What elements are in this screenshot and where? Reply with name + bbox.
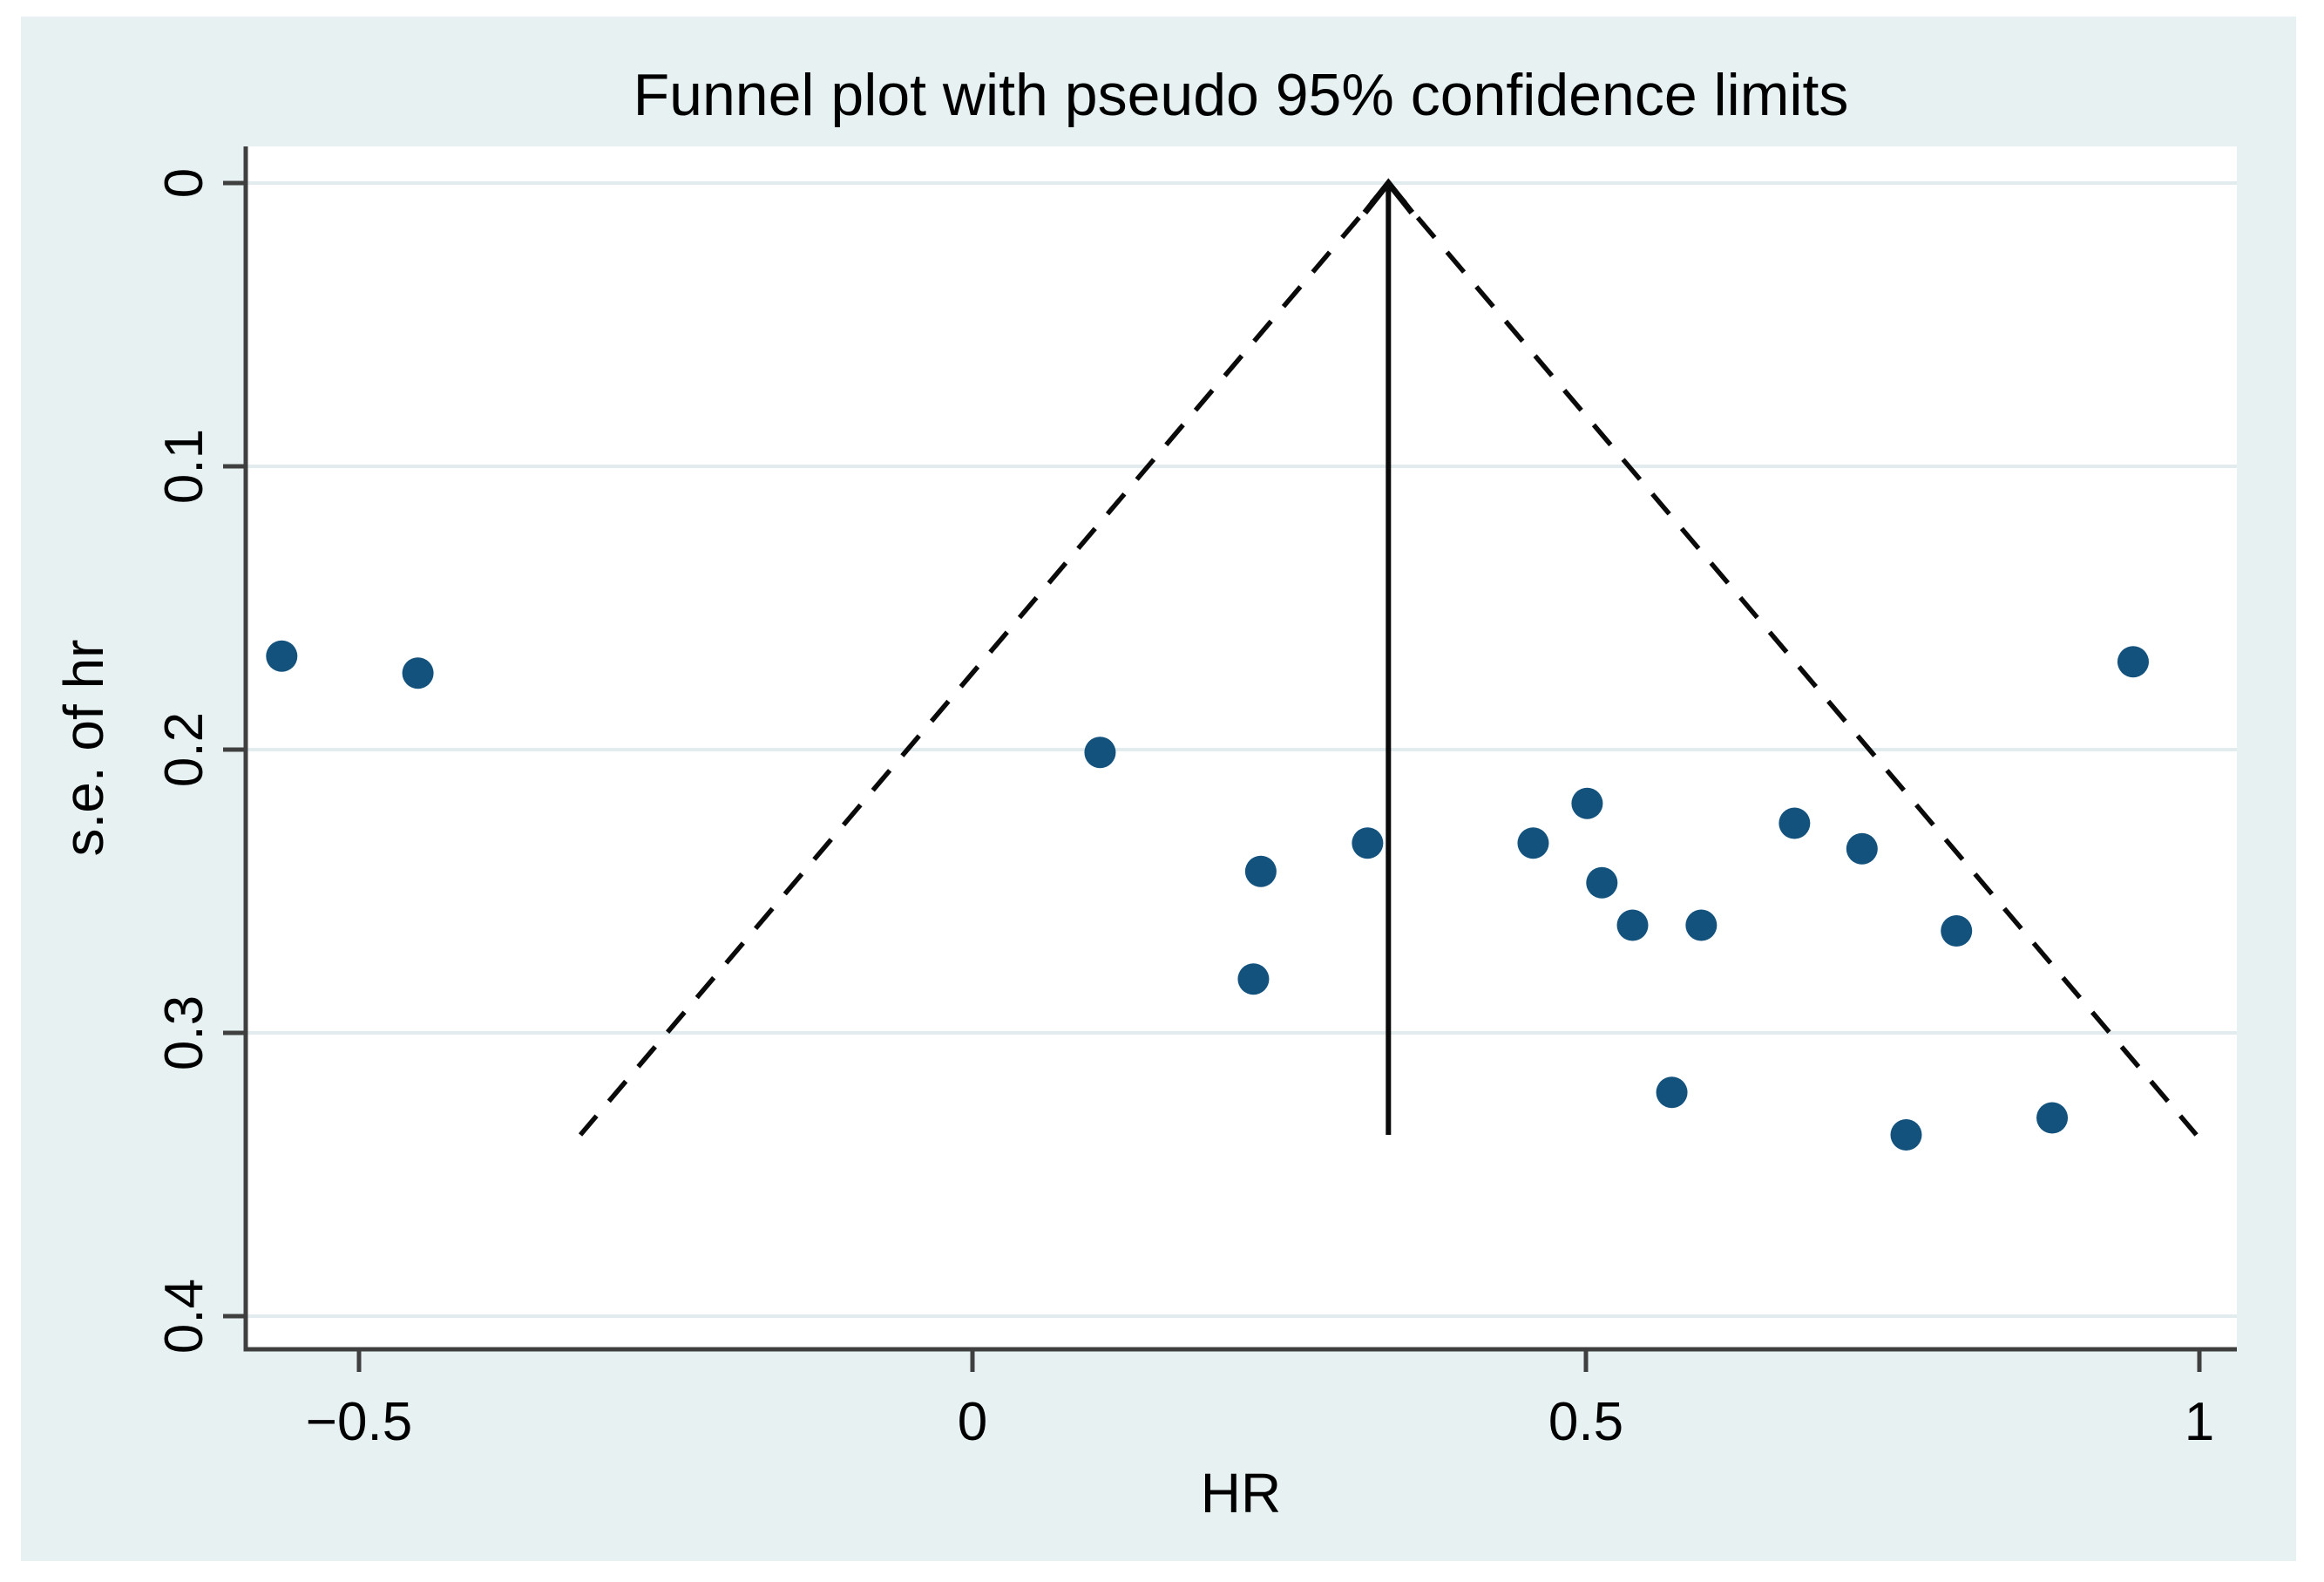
data-point [1846,832,1878,865]
y-axis-label: s.e. of hr [52,640,115,857]
x-tick-label: −0.5 [306,1392,412,1452]
data-point [2117,646,2149,678]
chart-title: Funnel plot with pseudo 95% confidence l… [634,62,1849,128]
axes-layer [223,146,2237,1372]
y-tick-label: 0.1 [154,429,214,504]
y-tick-label: 0.2 [154,712,214,787]
data-point [1941,915,1973,947]
x-tick-label: 0 [958,1392,987,1452]
data-point [1890,1119,1922,1151]
x-axis-label: HR [1201,1462,1281,1524]
data-point [1517,827,1549,859]
data-point [1571,787,1603,819]
data-point [1586,866,1618,899]
data-point [1779,807,1811,839]
data-point [1237,963,1270,995]
y-tick-label: 0 [154,168,214,198]
x-tick-label: 1 [2185,1392,2214,1452]
y-tick-label: 0.4 [154,1279,214,1354]
data-point [1084,737,1116,769]
tick-labels-layer: 0 0.1 0.2 0.3 0.4 −0.5 0 0.5 1 [154,168,2214,1452]
data-point [1244,855,1277,887]
data-point [402,657,434,689]
funnel-lines-layer [578,178,2199,1137]
x-tick-label: 0.5 [1548,1392,1623,1452]
y-tick-label: 0.3 [154,995,214,1070]
data-point [2036,1102,2069,1134]
gridlines-layer [246,181,2237,1318]
data-point [1352,827,1384,859]
data-points-layer [266,640,2149,1151]
data-point [266,640,298,672]
data-point [1656,1076,1688,1109]
effect-line-arrowhead-icon [1362,178,1415,215]
data-point [1685,909,1718,941]
data-point [1616,909,1649,941]
